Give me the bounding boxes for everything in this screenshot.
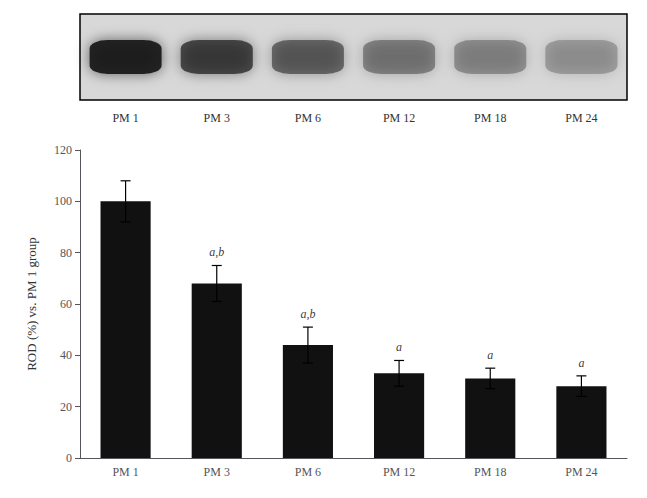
svg-text:a: a [487,348,493,362]
svg-text:PM 6: PM 6 [295,465,321,479]
svg-text:PM 18: PM 18 [474,465,506,479]
svg-text:60: 60 [60,297,72,311]
svg-text:a,b: a,b [300,307,315,321]
svg-text:a: a [578,356,584,370]
svg-text:a: a [396,340,402,354]
svg-text:80: 80 [60,246,72,260]
svg-text:PM 12: PM 12 [383,111,415,125]
svg-text:PM 1: PM 1 [112,111,138,125]
svg-text:PM 3: PM 3 [204,465,230,479]
svg-text:a,b: a,b [209,245,224,259]
svg-text:PM 24: PM 24 [565,465,597,479]
svg-text:PM 12: PM 12 [383,465,415,479]
svg-text:PM 24: PM 24 [565,111,597,125]
svg-text:PM 18: PM 18 [474,111,506,125]
svg-text:PM 6: PM 6 [295,111,321,125]
svg-text:120: 120 [54,143,72,157]
svg-text:40: 40 [60,348,72,362]
svg-text:ROD (%) vs. PM 1 group: ROD (%) vs. PM 1 group [24,237,39,371]
svg-text:20: 20 [60,400,72,414]
svg-text:100: 100 [54,194,72,208]
svg-text:PM 1: PM 1 [112,465,138,479]
svg-text:PM 3: PM 3 [204,111,230,125]
svg-text:0: 0 [66,451,72,465]
